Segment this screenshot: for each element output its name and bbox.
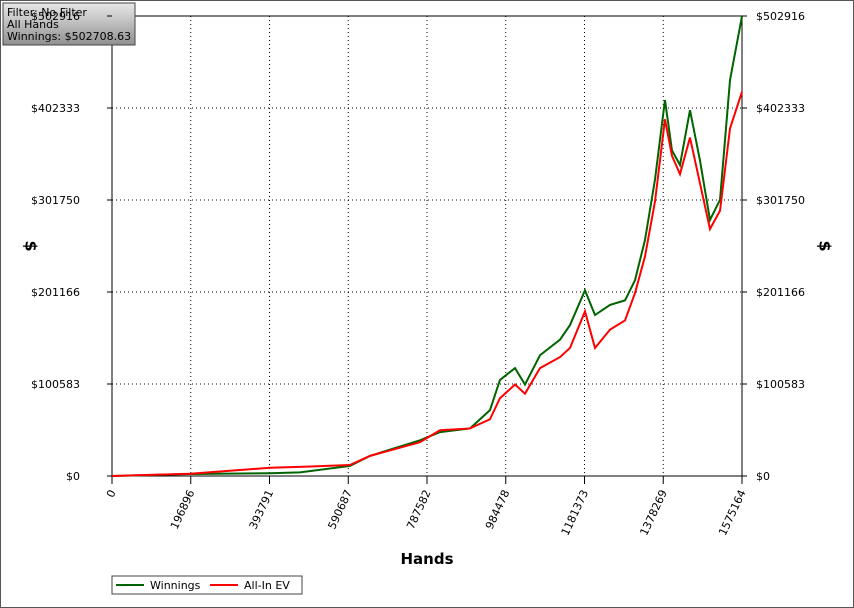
y2-tick-label: $201166 xyxy=(756,286,805,299)
y-axis-label: $ xyxy=(22,240,41,251)
legend-label: Winnings xyxy=(150,579,201,592)
y-tick-label: $301750 xyxy=(31,194,80,207)
filter-text: Filter: No Filter xyxy=(7,6,87,19)
x-tick-label: 0 xyxy=(104,488,119,500)
line xyxy=(111,91,743,477)
y2-tick-label: $100583 xyxy=(756,378,805,391)
y-tick-label: $0 xyxy=(66,470,80,483)
y2-tick-label: $402333 xyxy=(756,102,805,115)
y2-axis-label: $ xyxy=(816,240,835,251)
legend-label: All-In EV xyxy=(244,579,290,592)
x-axis-label: Hands xyxy=(400,550,453,568)
y2-tick-label: $301750 xyxy=(756,194,805,207)
y-tick-label: $201166 xyxy=(31,286,80,299)
y-tick-label: $402333 xyxy=(31,102,80,115)
y2-tick-label: $502916 xyxy=(756,10,805,23)
y-tick-label: $502916 xyxy=(31,10,80,23)
y-tick-label: $100583 xyxy=(31,378,80,391)
filter-text: Winnings: $502708.63 xyxy=(7,30,131,43)
y2-tick-label: $0 xyxy=(756,470,770,483)
filter-box xyxy=(2,2,136,46)
filter-text: All Hands xyxy=(7,18,59,31)
legend-box xyxy=(111,575,303,595)
